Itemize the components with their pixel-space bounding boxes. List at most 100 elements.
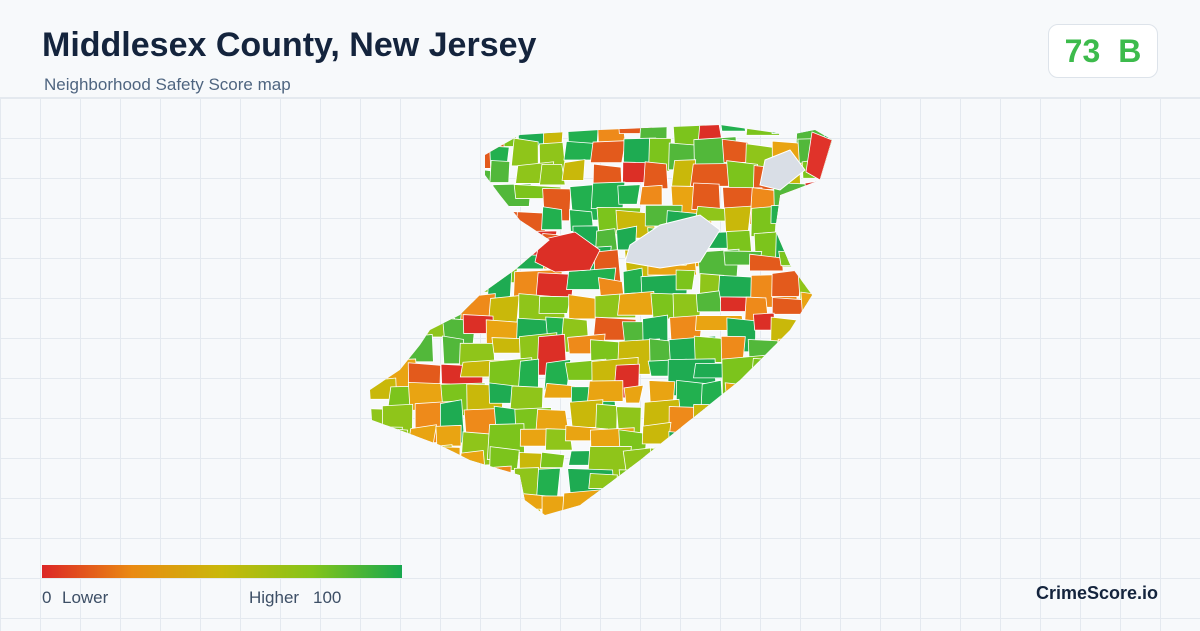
neighborhood xyxy=(587,513,636,515)
neighborhood xyxy=(774,382,814,423)
neighborhood xyxy=(382,254,434,273)
neighborhood xyxy=(646,465,682,496)
neighborhood xyxy=(388,224,425,264)
neighborhood xyxy=(821,430,832,463)
neighborhood xyxy=(618,469,661,496)
neighborhood xyxy=(385,159,419,181)
neighborhood xyxy=(438,143,475,185)
neighborhood xyxy=(510,137,539,167)
neighborhood xyxy=(776,473,818,492)
score-grade: B xyxy=(1118,32,1142,69)
neighborhood xyxy=(744,491,786,515)
neighborhood xyxy=(539,451,566,469)
neighborhood xyxy=(458,450,487,486)
neighborhood xyxy=(777,360,826,394)
neighborhood xyxy=(722,428,761,455)
neighborhood xyxy=(830,338,832,361)
neighborhood xyxy=(647,488,679,508)
neighborhood xyxy=(694,428,733,469)
legend-gradient xyxy=(42,565,402,578)
neighborhood xyxy=(759,149,806,191)
neighborhood xyxy=(701,470,725,508)
neighborhood xyxy=(534,231,601,273)
neighborhood xyxy=(799,232,832,248)
neighborhood xyxy=(370,341,403,365)
neighborhood xyxy=(777,337,806,368)
neighborhood xyxy=(698,125,723,140)
neighborhood xyxy=(589,140,627,163)
neighborhood xyxy=(407,513,457,515)
neighborhood xyxy=(381,144,417,171)
neighborhood xyxy=(587,380,624,402)
neighborhood xyxy=(724,472,763,491)
neighborhood xyxy=(412,444,455,481)
neighborhood xyxy=(622,512,649,515)
neighborhood xyxy=(380,179,409,223)
neighborhood xyxy=(825,469,832,500)
neighborhood xyxy=(696,514,733,515)
neighborhood xyxy=(541,206,563,231)
neighborhood xyxy=(803,251,832,287)
neighborhood xyxy=(491,511,514,515)
neighborhood xyxy=(668,431,706,450)
neighborhood xyxy=(693,335,725,363)
neighborhood xyxy=(772,405,809,446)
neighborhood xyxy=(543,513,595,515)
neighborhood xyxy=(465,232,510,261)
neighborhood xyxy=(827,292,832,314)
neighborhood xyxy=(724,382,752,410)
neighborhood xyxy=(769,493,807,515)
neighborhood xyxy=(829,359,832,378)
neighborhood xyxy=(624,214,721,269)
neighborhood xyxy=(561,488,608,515)
neighborhood xyxy=(434,204,474,243)
neighborhood xyxy=(802,377,832,414)
neighborhood xyxy=(383,125,420,148)
neighborhood xyxy=(386,450,412,488)
neighborhood xyxy=(370,449,390,480)
subtitle: Neighborhood Safety Score map xyxy=(44,75,291,94)
neighborhood xyxy=(804,179,830,203)
title: Middlesex County, New Jersey xyxy=(42,26,537,64)
neighborhood xyxy=(826,247,832,268)
neighborhood xyxy=(641,421,672,445)
neighborhood xyxy=(462,208,500,227)
neighborhood xyxy=(370,141,380,166)
neighborhood xyxy=(771,269,804,297)
neighborhood xyxy=(670,446,699,471)
neighborhood xyxy=(438,496,461,515)
neighborhood xyxy=(370,466,397,494)
neighborhood xyxy=(435,424,462,447)
neighborhood xyxy=(745,402,776,441)
neighborhood xyxy=(463,465,512,492)
neighborhood xyxy=(370,188,386,204)
neighborhood xyxy=(378,317,428,336)
legend-max-label: Higher xyxy=(249,588,300,607)
neighborhood xyxy=(381,403,414,444)
legend-min: 0 xyxy=(42,588,52,607)
neighborhood xyxy=(695,493,732,515)
neighborhood xyxy=(439,516,473,540)
neighborhood xyxy=(487,472,527,515)
neighborhood xyxy=(822,385,832,401)
neighborhood xyxy=(407,181,435,213)
neighborhood xyxy=(562,509,607,515)
neighborhood xyxy=(370,293,380,313)
neighborhood xyxy=(385,204,424,235)
neighborhood xyxy=(620,488,651,510)
neighborhood xyxy=(803,337,827,380)
neighborhood xyxy=(411,201,447,226)
neighborhood xyxy=(440,252,479,274)
neighborhood xyxy=(385,427,410,467)
neighborhood xyxy=(719,405,764,429)
neighborhood xyxy=(370,313,386,341)
neighborhood xyxy=(771,448,801,480)
neighborhood xyxy=(411,293,452,322)
neighborhood xyxy=(462,187,502,223)
neighborhood xyxy=(370,230,391,254)
neighborhood xyxy=(409,227,449,259)
neighborhood xyxy=(489,160,511,183)
neighborhood xyxy=(433,161,473,180)
neighborhood xyxy=(389,273,432,304)
neighborhood xyxy=(467,167,493,183)
